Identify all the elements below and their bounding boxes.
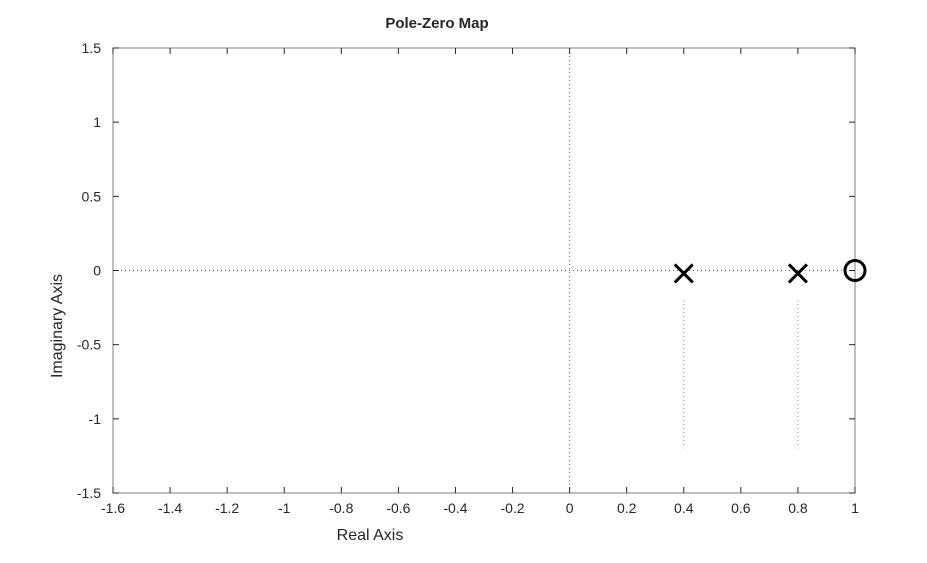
y-tick-label: -1 — [89, 411, 102, 427]
pole-marker — [787, 263, 808, 284]
y-tick-label: 0.5 — [82, 188, 102, 204]
x-tick-label: 0.2 — [617, 500, 637, 516]
chart-title: Pole-Zero Map — [385, 15, 488, 32]
x-tick-label: -0.6 — [386, 500, 410, 516]
x-tick-label: -1.4 — [158, 500, 182, 516]
x-tick-label: 0 — [566, 500, 574, 516]
y-tick-label: 1 — [93, 114, 101, 130]
pole-marker — [673, 263, 694, 284]
x-axis-label: Real Axis — [337, 527, 404, 544]
x-tick-label: -1.2 — [215, 500, 239, 516]
zero-marker — [843, 259, 867, 282]
plot-frame — [112, 47, 856, 494]
x-tick-label: 0.4 — [674, 500, 694, 516]
x-tick-label: -1.6 — [101, 500, 125, 516]
y-axis-label: Imaginary Axis — [49, 274, 66, 378]
x-tick-label: 0.8 — [788, 500, 808, 516]
y-tick-label: -1.5 — [77, 485, 101, 501]
x-tick-label: 0.6 — [731, 500, 751, 516]
x-tick-label: 1 — [851, 500, 859, 516]
x-tick-label: -1 — [278, 500, 291, 516]
x-tick-label: -0.2 — [500, 500, 524, 516]
x-tick-label: -0.8 — [329, 500, 353, 516]
y-tick-label: 1.5 — [82, 40, 102, 56]
y-tick-label: 0 — [93, 263, 101, 279]
x-tick-label: -0.4 — [443, 500, 467, 516]
y-tick-label: -0.5 — [77, 337, 101, 353]
